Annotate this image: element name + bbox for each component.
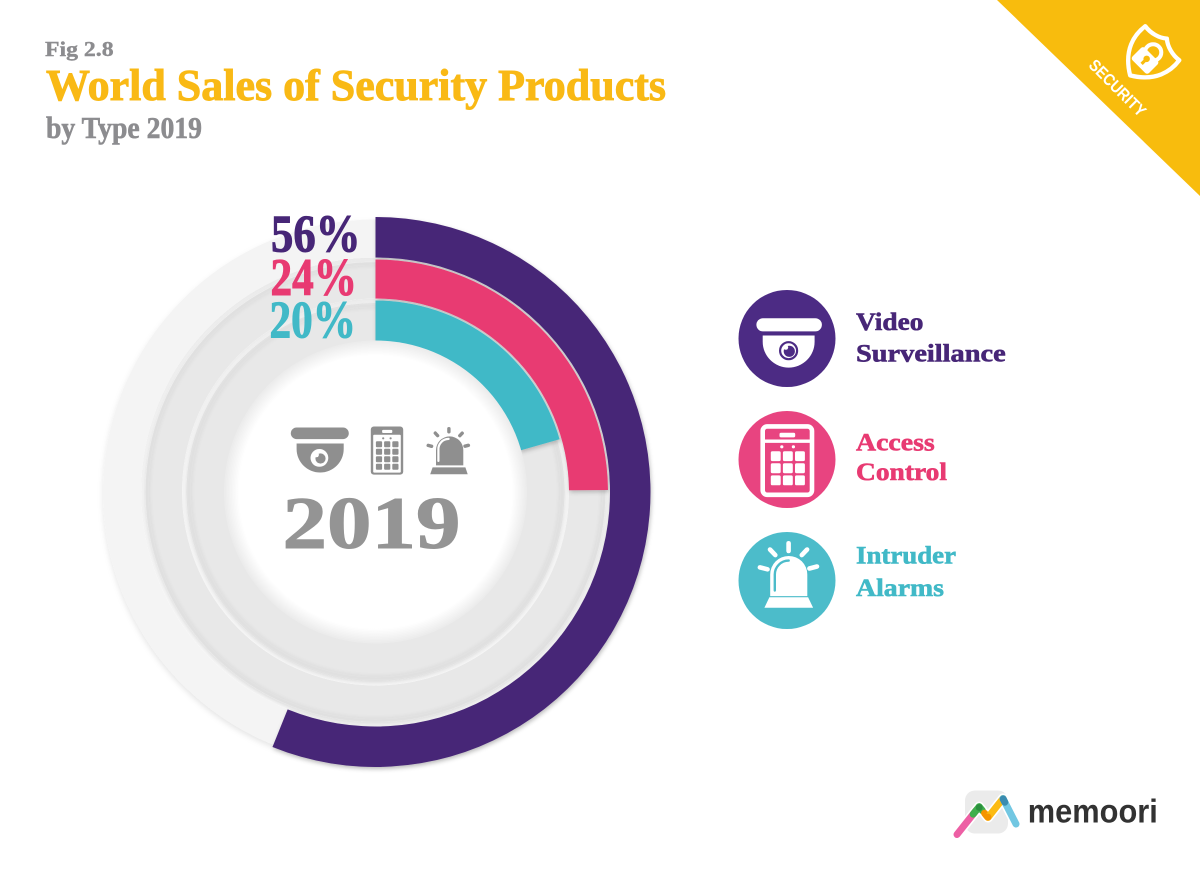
svg-text:by Type 2019: by Type 2019 bbox=[46, 110, 202, 145]
svg-text:Surveillance: Surveillance bbox=[856, 339, 1006, 368]
svg-text:Intruder: Intruder bbox=[856, 540, 956, 569]
svg-text:20%: 20% bbox=[270, 292, 357, 350]
svg-text:24%: 24% bbox=[271, 249, 358, 307]
svg-text:memoori: memoori bbox=[1028, 793, 1158, 830]
svg-text:56%: 56% bbox=[271, 206, 361, 264]
svg-text:2019: 2019 bbox=[283, 483, 461, 565]
svg-text:Video: Video bbox=[856, 307, 923, 336]
svg-text:World Sales of Security Produc: World Sales of Security Products bbox=[46, 61, 666, 110]
svg-text:Access: Access bbox=[856, 427, 935, 456]
svg-text:Control: Control bbox=[856, 457, 947, 486]
svg-text:Fig 2.8: Fig 2.8 bbox=[45, 37, 114, 61]
svg-text:Alarms: Alarms bbox=[856, 573, 944, 602]
